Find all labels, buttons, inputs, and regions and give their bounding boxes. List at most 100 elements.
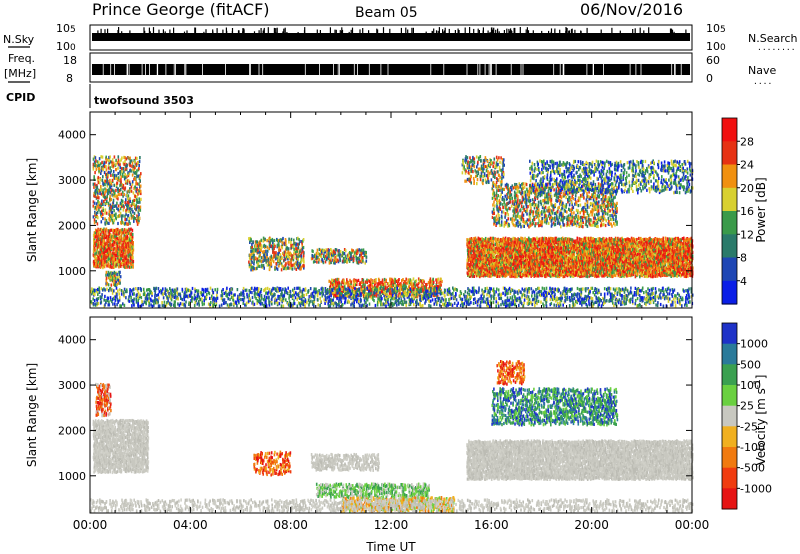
range-gate-cell (269, 266, 271, 269)
range-gate-cell (327, 288, 329, 291)
range-gate-cell (129, 232, 131, 235)
range-gate-cell (332, 299, 334, 302)
range-gate-cell (130, 299, 132, 302)
range-gate-cell (368, 290, 370, 293)
range-gate-cell (470, 301, 472, 304)
freq-gap-mark (563, 64, 564, 75)
range-gate-cell (685, 289, 687, 292)
range-gate-cell (254, 303, 256, 306)
range-gate-cell (500, 303, 502, 306)
freq-tick-top: 18 (63, 54, 77, 67)
range-gate-cell (261, 239, 263, 242)
freq-gap-mark (511, 64, 512, 75)
range-gate-cell (366, 256, 368, 259)
range-gate-cell (468, 299, 470, 302)
range-gate-cell (94, 202, 96, 205)
range-gate-cell (138, 164, 140, 167)
range-gate-cell (365, 301, 367, 304)
range-gate-cell (125, 266, 127, 269)
range-gate-cell (128, 194, 130, 197)
range-gate-cell (174, 300, 176, 303)
range-gate-cell (278, 243, 280, 246)
range-gate-cell (384, 278, 386, 281)
range-gate-cell (512, 295, 514, 298)
range-gate-cell (126, 261, 128, 264)
range-gate-cell (282, 237, 284, 240)
range-gate-cell (672, 301, 674, 304)
range-gate-cell (282, 288, 284, 291)
range-gate-cell (107, 179, 109, 182)
nsky-noise-mark (359, 29, 360, 41)
range-gate-cell (338, 300, 340, 303)
nsky-tick-bottom: 100 (56, 40, 76, 53)
freq-gap-mark (560, 64, 561, 75)
range-gate-cell (106, 200, 108, 203)
range-gate-cell (506, 302, 508, 305)
range-gate-cell (132, 241, 134, 244)
range-gate-cell (339, 294, 341, 297)
range-gate-cell (93, 215, 95, 218)
freq-gap-mark (369, 64, 370, 75)
range-gate-cell (374, 289, 376, 292)
range-gate-cell (572, 298, 574, 301)
nsky-noise-mark (268, 27, 269, 41)
range-gate-cell (198, 289, 200, 292)
range-gate-cell (100, 188, 102, 191)
range-gate-cell (259, 294, 261, 297)
range-gate-cell (552, 295, 554, 298)
range-gate-cell (293, 291, 295, 294)
range-gate-cell (171, 298, 173, 301)
range-gate-cell (360, 299, 362, 302)
nsky-noise-mark (465, 28, 466, 42)
range-gate-cell (116, 202, 118, 205)
range-gate-cell (423, 281, 425, 284)
range-gate-cell (467, 262, 469, 265)
range-gate-cell (267, 264, 269, 267)
range-gate-cell (207, 288, 209, 291)
range-gate-cell (472, 238, 474, 241)
range-gate-cell (252, 240, 254, 243)
range-gate-cell (185, 304, 187, 307)
freq-gap-mark (491, 64, 492, 75)
freq-gap-mark (675, 64, 676, 75)
range-gate-cell (132, 174, 134, 177)
range-gate-cell (174, 292, 176, 295)
range-gate-cell (660, 303, 662, 306)
range-gate-cell (154, 292, 156, 295)
power-scatter-layer (90, 155, 693, 308)
range-gate-cell (94, 221, 96, 224)
range-gate-cell (122, 302, 124, 305)
freq-gap-mark (354, 64, 355, 75)
nsky-noise-mark (334, 30, 335, 41)
range-gate-cell (118, 193, 120, 196)
nsky-noise-mark (304, 27, 305, 41)
range-gate-cell (98, 297, 100, 300)
freq-gap-mark (103, 64, 104, 75)
range-gate-cell (445, 298, 447, 301)
range-gate-cell (642, 287, 644, 290)
range-gate-cell (320, 300, 322, 303)
range-gate-cell (101, 161, 103, 164)
range-gate-cell (99, 181, 101, 184)
range-gate-cell (339, 281, 341, 284)
range-gate-cell (338, 304, 340, 307)
nsky-noise-mark (336, 30, 337, 41)
range-gate-cell (498, 288, 500, 291)
range-gate-cell (182, 288, 184, 291)
range-gate-cell (310, 287, 312, 290)
nsky-noise-mark (438, 31, 439, 41)
range-gate-cell (292, 294, 294, 297)
range-gate-cell (442, 291, 444, 294)
range-gate-cell (462, 303, 464, 306)
range-gate-cell (598, 303, 600, 306)
freq-gap-mark (142, 64, 143, 75)
range-gate-cell (554, 293, 556, 296)
nsky-noise-mark (238, 30, 239, 41)
range-gate-cell (128, 214, 130, 217)
range-gate-cell (669, 289, 671, 292)
range-gate-cell (310, 300, 312, 303)
range-gate-cell (140, 288, 142, 291)
range-gate-cell (354, 251, 356, 254)
range-gate-cell (267, 250, 269, 253)
range-gate-cell (464, 295, 466, 298)
